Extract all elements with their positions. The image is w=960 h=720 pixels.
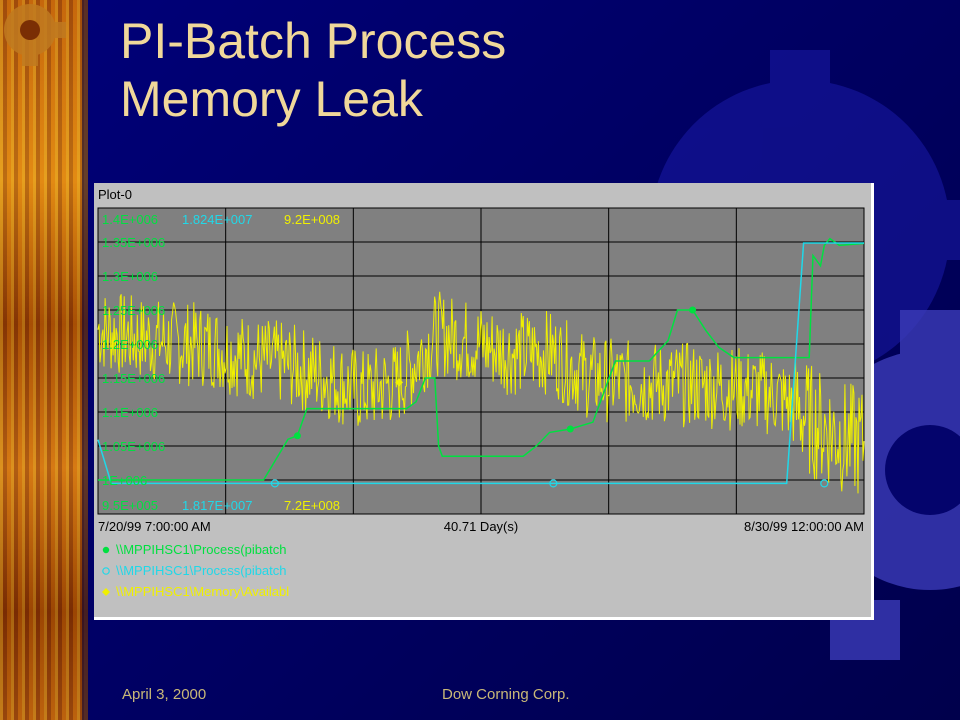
y-tick-label: 1.2E+006 — [102, 337, 158, 352]
y-tick-label: 1.05E+006 — [102, 439, 165, 454]
series-green-marker — [566, 425, 574, 433]
y-tick-label: 1.15E+006 — [102, 371, 165, 386]
series-green-marker — [689, 306, 697, 314]
series-pibatch-cyan-line — [97, 242, 864, 485]
scale-bottom-label: 7.2E+008 — [284, 498, 340, 513]
y-tick-label: 1.1E+006 — [102, 405, 158, 420]
y-tick-label: 1.3E+006 — [102, 269, 158, 284]
footer-date: April 3, 2000 — [122, 686, 207, 703]
y-tick-label: 1E+006 — [102, 473, 147, 488]
series-cyan-marker — [549, 479, 558, 488]
x-span-label: 40.71 Day(s) — [444, 519, 518, 534]
scale-top-label: 9.2E+008 — [284, 212, 340, 227]
series-pibatch-green-line — [98, 237, 865, 481]
legend-label: \\MPPIHSC1\Memory\Availabl — [116, 584, 289, 599]
slide-title: PI-Batch Process Memory Leak — [120, 12, 820, 128]
y-tick-label: 1.35E+006 — [102, 235, 165, 250]
title-line-1: PI-Batch Process — [120, 13, 507, 69]
footer-company: Dow Corning Corp. — [442, 686, 570, 703]
scale-bottom-label: 9.5E+005 — [102, 498, 158, 513]
series-cyan-marker — [820, 479, 829, 488]
y-tick-label: 1.25E+006 — [102, 303, 165, 318]
x-start-label: 7/20/99 7:00:00 AM — [98, 519, 211, 534]
series-memory-available-line — [97, 291, 865, 494]
plot-window: Plot-0 1.4E+006 1.824E+007 9.2E+008 9.5E+005… — [94, 183, 874, 620]
x-end-label: 8/30/99 12:00:00 AM — [744, 519, 864, 534]
legend-label: \\MPPIHSC1\Process(pibatch — [116, 563, 287, 578]
scale-top-label: 1.824E+007 — [182, 212, 252, 227]
series-yellow-marker — [395, 378, 404, 387]
series-cyan-marker — [270, 479, 279, 488]
legend-marker-diamond — [102, 588, 110, 596]
legend-label: \\MPPIHSC1\Process(pibatch — [116, 542, 287, 557]
legend-marker-open-circle — [102, 567, 110, 575]
trend-chart: Plot-0 1.4E+006 1.824E+007 9.2E+008 9.5E+005… — [97, 187, 865, 599]
series-green-marker — [293, 432, 301, 440]
scale-top-label: 1.4E+006 — [102, 212, 158, 227]
legend-marker-filled-circle — [102, 546, 110, 554]
plot-name-label: Plot-0 — [98, 187, 132, 202]
decorative-side-band — [0, 0, 88, 720]
title-line-2: Memory Leak — [120, 71, 423, 127]
scale-bottom-label: 1.817E+007 — [182, 498, 252, 513]
